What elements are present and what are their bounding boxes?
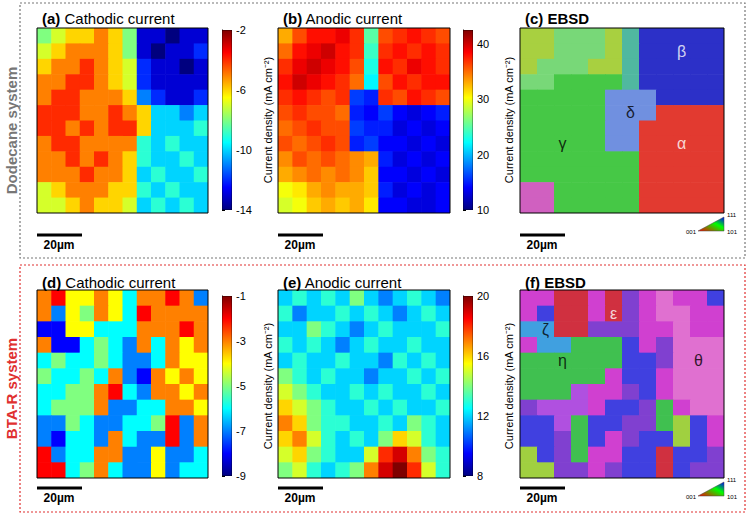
svg-text:(f): (f)	[525, 274, 540, 291]
svg-text:20µm: 20µm	[285, 238, 316, 252]
svg-text:Anodic current: Anodic current	[302, 10, 403, 27]
svg-text:-2: -2	[236, 24, 246, 36]
svg-text:20µm: 20µm	[44, 238, 75, 252]
svg-text:Cathodic current: Cathodic current	[60, 10, 175, 27]
svg-text:10: 10	[477, 204, 489, 216]
svg-text:Anodic current: Anodic current	[301, 274, 402, 291]
svg-text:Dodecane system: Dodecane system	[3, 67, 20, 195]
svg-text:8: 8	[477, 470, 483, 482]
svg-text:001: 001	[686, 229, 697, 235]
svg-text:θ: θ	[694, 352, 703, 369]
svg-text:111: 111	[727, 212, 737, 218]
svg-text:ε: ε	[610, 305, 617, 322]
svg-text:20: 20	[477, 149, 489, 161]
svg-text:40: 40	[477, 38, 489, 50]
svg-text:Cathodic current: Cathodic current	[61, 274, 176, 291]
svg-text:16: 16	[477, 350, 489, 362]
svg-text:-6: -6	[236, 84, 246, 96]
svg-text:(a): (a)	[42, 10, 60, 27]
svg-text:γ: γ	[559, 135, 567, 152]
svg-text:20µm: 20µm	[527, 238, 558, 252]
svg-text:β: β	[677, 43, 686, 60]
svg-text:(d): (d)	[42, 274, 61, 291]
svg-text:101: 101	[727, 494, 738, 500]
svg-text:Current density (mA cm⁻²): Current density (mA cm⁻²)	[262, 323, 274, 449]
svg-text:-5: -5	[236, 380, 246, 392]
svg-text:Current density (mA cm⁻²): Current density (mA cm⁻²)	[262, 57, 274, 183]
svg-text:001: 001	[686, 494, 697, 500]
svg-text:(e): (e)	[283, 274, 301, 291]
svg-text:EBSD: EBSD	[540, 274, 586, 291]
svg-text:20µm: 20µm	[527, 491, 558, 505]
svg-text:-14: -14	[236, 204, 252, 216]
svg-text:20µm: 20µm	[44, 491, 75, 505]
svg-text:ζ: ζ	[542, 321, 549, 339]
svg-text:111: 111	[727, 477, 737, 483]
svg-text:-3: -3	[236, 335, 246, 347]
svg-text:12: 12	[477, 410, 489, 422]
svg-text:20µm: 20µm	[285, 491, 316, 505]
svg-text:101: 101	[727, 229, 738, 235]
svg-text:-10: -10	[236, 144, 252, 156]
svg-text:(b): (b)	[283, 10, 302, 27]
svg-text:δ: δ	[626, 104, 635, 121]
svg-text:(c): (c)	[525, 10, 543, 27]
svg-text:30: 30	[477, 93, 489, 105]
svg-text:BTA-R system: BTA-R system	[3, 338, 20, 439]
svg-text:-9: -9	[236, 470, 246, 482]
svg-text:-1: -1	[236, 290, 246, 302]
svg-text:20: 20	[477, 290, 489, 302]
svg-text:Current density (mA cm⁻²): Current density (mA cm⁻²)	[503, 323, 515, 449]
svg-text:α: α	[677, 135, 686, 152]
svg-text:η: η	[558, 352, 567, 369]
svg-text:-7: -7	[236, 425, 246, 437]
svg-text:Current density (mA cm⁻²): Current density (mA cm⁻²)	[503, 57, 515, 183]
svg-text:EBSD: EBSD	[543, 10, 589, 27]
